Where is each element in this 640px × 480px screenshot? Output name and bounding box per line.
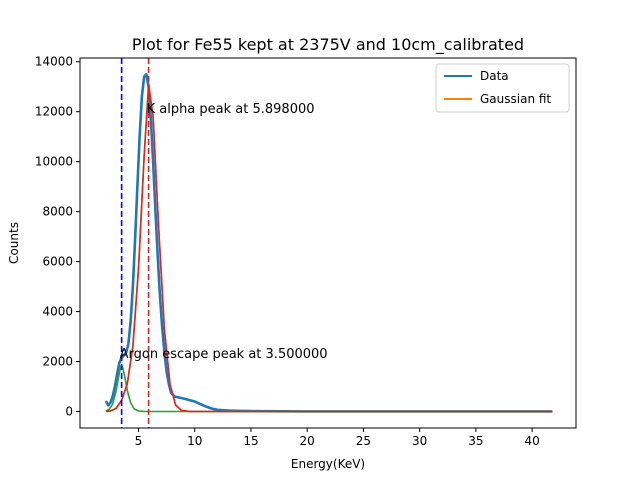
axes-frame	[79, 57, 577, 429]
y-tick-label: 12000	[35, 105, 73, 119]
x-tick-label: 5	[135, 434, 143, 448]
x-axis-label: Energy(KeV)	[291, 457, 365, 471]
y-axis-label: Counts	[7, 222, 21, 264]
y-tick-label: 2000	[42, 355, 73, 369]
y-tick-label: 14000	[35, 55, 73, 69]
x-tick-label: 15	[243, 434, 258, 448]
annotations: K alpha peak at 5.898000 Argon escape pea…	[120, 102, 328, 362]
x-tick-label: 25	[356, 434, 371, 448]
legend-label-data: Data	[480, 69, 509, 83]
y-tick-label: 8000	[42, 205, 73, 219]
y-axis-ticks: 0 2000 4000 6000 8000 10000 12000 14000	[35, 55, 80, 419]
kalpha-annotation: K alpha peak at 5.898000	[147, 102, 315, 117]
x-tick-label: 10	[187, 434, 202, 448]
chart-title: Plot for Fe55 kept at 2375V and 10cm_cal…	[132, 35, 524, 55]
y-tick-label: 4000	[42, 305, 73, 319]
y-tick-label: 0	[65, 405, 73, 419]
series-line-kalpha-component	[105, 83, 553, 413]
y-tick-label: 10000	[35, 155, 73, 169]
x-axis-ticks: 5 10 15 20 25 30 35 40	[135, 428, 540, 448]
x-tick-label: 35	[468, 434, 483, 448]
legend: Data Gaussian fit	[435, 63, 570, 113]
x-tick-label: 20	[300, 434, 315, 448]
argon-escape-annotation: Argon escape peak at 3.500000	[120, 347, 328, 362]
x-tick-label: 40	[524, 434, 539, 448]
x-tick-label: 30	[412, 434, 427, 448]
legend-label-gaussian-fit: Gaussian fit	[480, 92, 551, 106]
reference-lines	[120, 58, 150, 428]
plot-area	[104, 72, 553, 413]
y-tick-label: 6000	[42, 255, 73, 269]
